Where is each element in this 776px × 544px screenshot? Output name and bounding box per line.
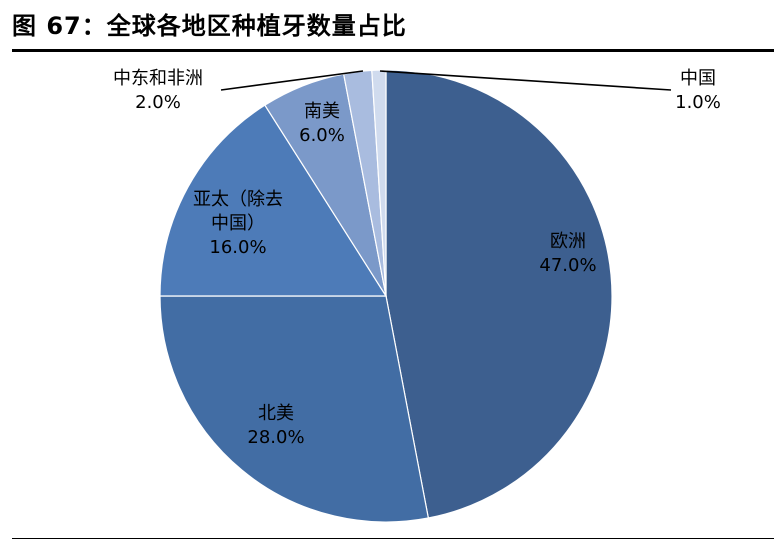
title-rule: [12, 49, 774, 52]
figure-title: 图 67：全球各地区种植牙数量占比: [12, 12, 407, 40]
pie-slice-2: [159, 295, 430, 523]
slice-value-label-2: 28.0%: [247, 427, 304, 448]
slice-name-label-3: 中国）: [211, 213, 265, 234]
slice-value-label-6: 1.0%: [675, 92, 721, 113]
slice-name-label-4: 南美: [304, 101, 340, 122]
slice-value-label-4: 6.0%: [299, 125, 345, 146]
slice-name-label-1: 欧洲: [550, 231, 586, 252]
pie-slice-1: [385, 69, 613, 519]
leader-line-6: [379, 70, 672, 91]
leader-line-5: [220, 70, 364, 91]
pie-slice-3: [159, 104, 388, 297]
pie-slice-6: [371, 69, 387, 297]
slice-name-label-2: 北美: [258, 403, 294, 424]
bottom-rule: [12, 538, 774, 539]
slice-value-label-3: 16.0%: [209, 237, 266, 258]
slice-value-label-1: 47.0%: [539, 255, 596, 276]
slice-name-label-3: 亚太（除去: [193, 189, 283, 210]
leader-lines: [220, 70, 672, 91]
pie-slices: [159, 69, 613, 523]
slice-name-label-5: 中东和非洲: [113, 68, 203, 89]
slice-name-label-6: 中国: [680, 68, 716, 89]
slice-value-label-5: 2.0%: [135, 92, 181, 113]
